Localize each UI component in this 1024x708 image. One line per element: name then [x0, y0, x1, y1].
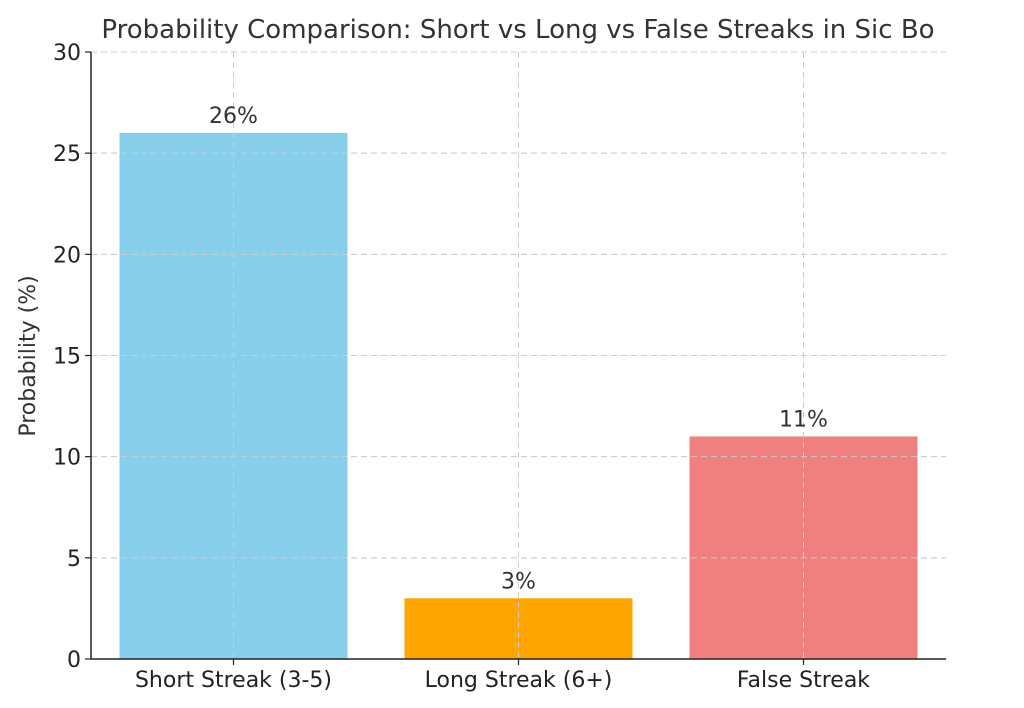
x-tick-label: False Streak — [737, 668, 870, 693]
y-tick-label: 30 — [53, 41, 81, 66]
data-label-2: 3% — [501, 569, 536, 594]
y-tick-label: 20 — [53, 243, 81, 268]
y-ticks-layer: 0 5 10 15 20 25 30 — [53, 41, 91, 673]
y-tick-label: 15 — [53, 345, 81, 370]
y-tick-label: 10 — [53, 446, 81, 471]
y-axis-label: Probability (%) — [16, 275, 41, 436]
bars-layer — [91, 51, 946, 659]
x-ticks-layer: Short Streak (3-5) Long Streak (6+) False … — [135, 659, 870, 693]
x-tick-label: Long Streak (6+) — [425, 668, 613, 693]
y-tick-label: 5 — [67, 547, 81, 572]
chart-title: Probability Comparison: Short vs Long vs… — [101, 15, 934, 45]
y-tick-label: 0 — [67, 648, 81, 673]
data-labels-layer: 26% 3% 11% — [209, 104, 828, 594]
bar-2 — [404, 598, 633, 659]
data-label-3: 11% — [779, 407, 828, 432]
x-tick-label: Short Streak (3-5) — [135, 668, 332, 693]
data-label-1: 26% — [209, 104, 258, 129]
y-tick-label: 25 — [53, 142, 81, 167]
